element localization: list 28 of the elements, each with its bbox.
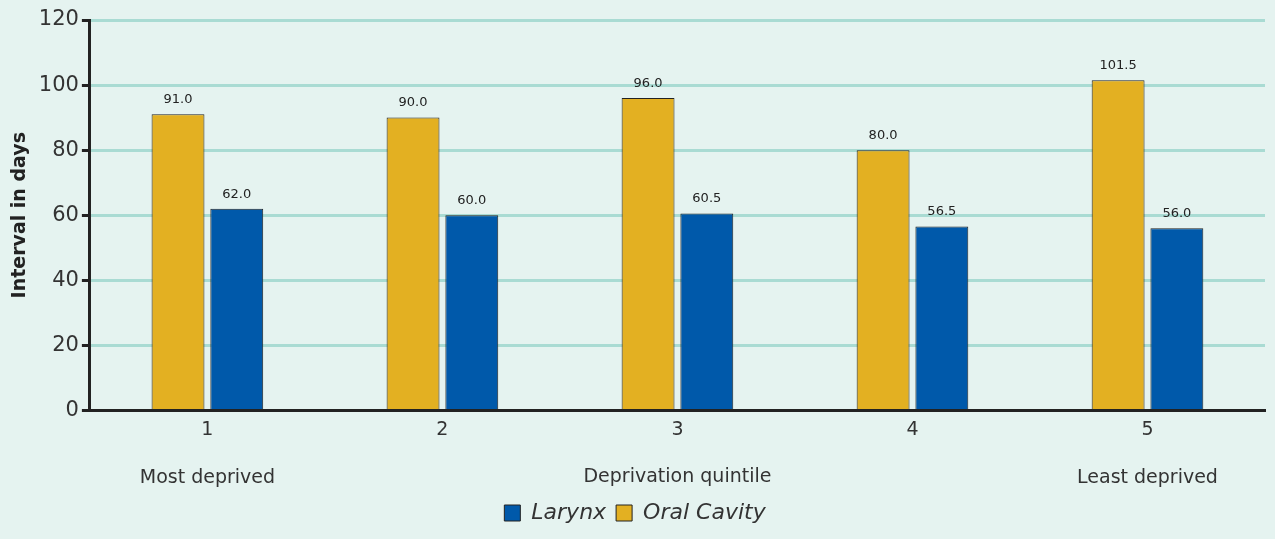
text: Most deprived	[139, 465, 276, 488]
data-label: 56.5	[927, 203, 957, 219]
data-label: 96.0	[633, 74, 663, 90]
x-axis-title: Deprivation quintile	[583, 463, 772, 486]
legend-label: Oral Cavity	[643, 498, 767, 524]
data-label: 90.0	[398, 94, 428, 110]
data-label: 80.0	[868, 127, 898, 143]
y-tick-label: 20	[52, 331, 79, 356]
y-tick-label: 0	[65, 396, 79, 421]
y-tick-label: 120	[38, 6, 79, 31]
data-label: 56.0	[1162, 205, 1192, 221]
y-tick-label: 100	[38, 71, 79, 96]
data-label: 60.5	[692, 190, 722, 206]
text: Least deprived	[1077, 465, 1218, 488]
y-tick-label: 40	[52, 266, 79, 291]
y-axis-title: Interval in days	[7, 131, 30, 299]
x-tick-label: 5	[1141, 416, 1154, 439]
data-label: 60.0	[457, 192, 487, 208]
legend-label: Larynx	[531, 498, 608, 524]
data-label: 101.5	[1099, 57, 1137, 73]
x-tick-label: 2	[436, 416, 449, 439]
data-label: 91.0	[163, 91, 193, 107]
x-tick-label: 3	[671, 416, 684, 439]
y-tick-label: 80	[52, 136, 79, 161]
x-tick-label: 4	[906, 416, 919, 439]
y-tick-label: 60	[52, 201, 79, 226]
x-tick-label: 1	[201, 416, 214, 439]
data-label: 62.0	[222, 185, 252, 201]
